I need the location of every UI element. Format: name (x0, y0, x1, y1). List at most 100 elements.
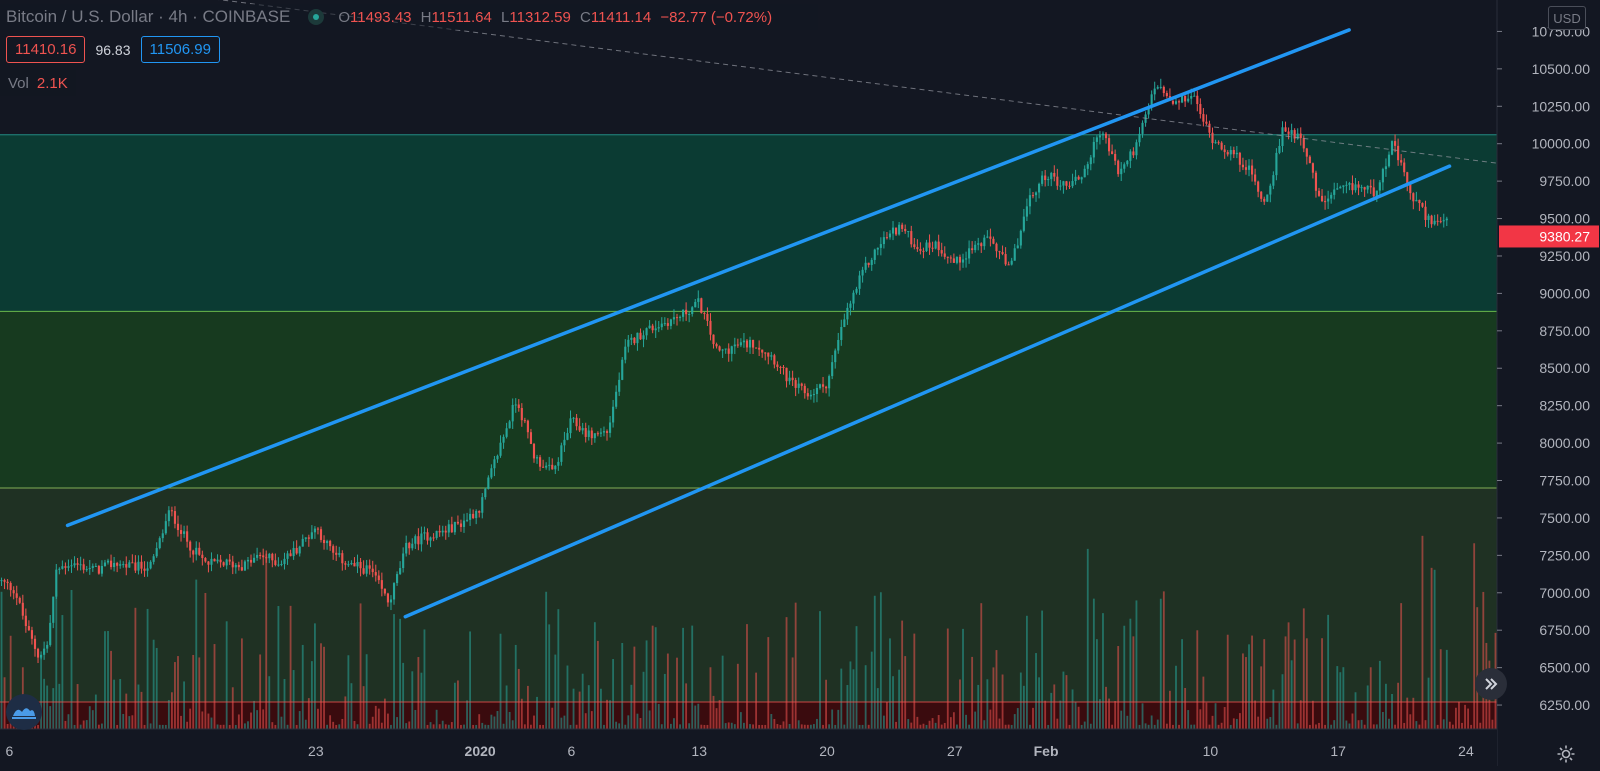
volume-bar (682, 627, 684, 729)
candle-body (992, 238, 995, 244)
candle-body (228, 559, 231, 562)
candle-body (1111, 151, 1114, 154)
candle-body (82, 564, 85, 570)
candle-body (788, 377, 791, 382)
currency-badge[interactable]: USD (1548, 6, 1586, 30)
legend-header: Bitcoin / U.S. Dollar · 4h · COINBASE O1… (0, 4, 818, 30)
volume-bar (600, 688, 602, 729)
candle-body (502, 436, 505, 443)
volume-bar (910, 722, 913, 729)
volume-bar (536, 696, 538, 729)
tradingview-logo[interactable] (6, 694, 42, 730)
candle-body (420, 533, 423, 545)
candle-body (1324, 201, 1327, 203)
candle-body (33, 638, 37, 649)
volume-bar (475, 724, 478, 729)
volume-bar (1138, 724, 1141, 729)
volume-bar (1120, 710, 1123, 729)
volume-bar (359, 603, 362, 729)
candle-body (1193, 95, 1196, 97)
candle-body (1065, 181, 1068, 186)
candle-body (581, 428, 584, 431)
gear-icon[interactable] (1556, 744, 1576, 764)
volume-bar (286, 724, 289, 729)
volume-bar (520, 698, 523, 729)
candle-body (58, 568, 61, 570)
volume-bar (40, 655, 42, 729)
volume-bar (718, 700, 721, 729)
time-tick-label: 24 (1458, 743, 1474, 759)
buy-button[interactable]: 11506.99 (140, 36, 220, 63)
candle-body (678, 316, 682, 318)
symbol-title[interactable]: Bitcoin / U.S. Dollar · 4h · COINBASE (6, 7, 291, 26)
candle-body (189, 541, 192, 551)
volume-bar (578, 691, 581, 729)
volume-bar (575, 724, 578, 729)
candle-body (1406, 172, 1409, 184)
candle-body (542, 466, 545, 468)
candle-body (341, 553, 344, 564)
candle-body (834, 350, 837, 363)
volume-bar (755, 672, 758, 729)
volume-bar (581, 673, 584, 729)
candle-body (447, 524, 450, 533)
candle-body (496, 455, 499, 460)
volume-bar (411, 671, 414, 729)
candle-body (1092, 141, 1095, 158)
volume-bar (240, 638, 243, 729)
candle-body (1083, 168, 1086, 178)
sell-button[interactable]: 11410.16 (6, 36, 86, 63)
volume-bar (651, 625, 654, 729)
candle-body (864, 262, 867, 270)
volume-legend[interactable]: Vol 2.1K (0, 70, 76, 96)
candle-body (895, 227, 898, 235)
market-status-icon[interactable] (308, 9, 325, 25)
volume-bar (870, 651, 873, 729)
volume-bar (943, 722, 946, 729)
volume-bar (234, 724, 237, 729)
time-tick-label: 17 (1330, 743, 1346, 759)
candle-body (730, 346, 733, 354)
volume-bar (247, 721, 249, 729)
candle-body (1314, 172, 1318, 191)
candle-body (761, 349, 764, 353)
volume-bar (1025, 615, 1028, 729)
volume-bar (1397, 682, 1400, 729)
candle-body (386, 593, 390, 603)
candle-body (566, 433, 569, 440)
candle-body (1211, 132, 1214, 144)
volume-bar (733, 724, 736, 729)
scroll-to-realtime-button[interactable] (1475, 668, 1507, 700)
volume-bar (161, 724, 164, 729)
volume-bar (937, 714, 940, 729)
candle-body (1351, 183, 1354, 191)
candle-body (225, 559, 228, 566)
volume-bar (79, 724, 82, 729)
volume-bar (207, 713, 210, 729)
volume-bar (569, 724, 572, 729)
candle-body (1284, 127, 1287, 132)
candle-body (289, 553, 292, 557)
candle-body (849, 303, 852, 308)
volume-bar (265, 553, 268, 729)
candle-body (40, 654, 43, 658)
price-axis-background (1497, 0, 1600, 766)
candle-body (1247, 165, 1251, 170)
candle-body (882, 237, 885, 245)
candle-body (1226, 152, 1229, 155)
candle-body (392, 583, 396, 600)
candle-body (1159, 86, 1162, 88)
volume-bar (864, 665, 867, 729)
candle-body (1095, 137, 1098, 142)
candle-body (1126, 160, 1129, 165)
candle-body (1138, 133, 1141, 143)
candle-body (794, 380, 797, 388)
volume-bar (508, 711, 511, 729)
candle-body (1397, 145, 1400, 161)
candle-body (79, 564, 82, 566)
volume-bar (329, 715, 332, 729)
candle-body (1074, 176, 1077, 182)
price-tick-label: 10250.00 (1532, 98, 1591, 114)
